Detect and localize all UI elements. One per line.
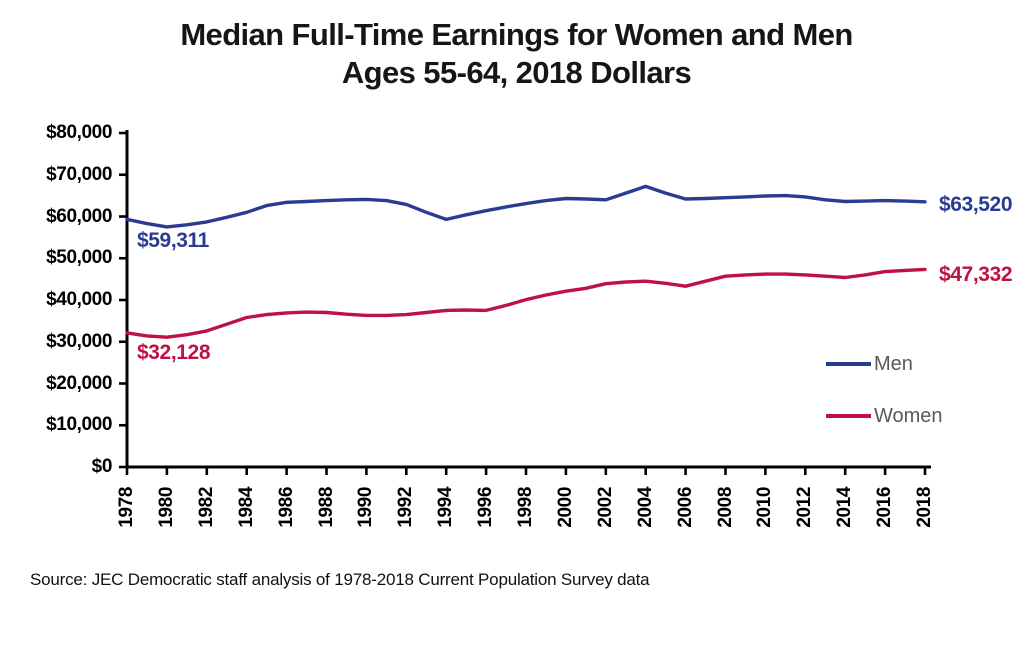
x-axis-tick-label: 2016 <box>874 487 896 528</box>
x-axis-tick-label: 1986 <box>275 487 297 528</box>
legend-label-women: Women <box>874 405 943 427</box>
women-line-swatch <box>826 414 871 418</box>
men-data-line <box>125 184 927 229</box>
y-axis-tick-label: $80,000 <box>46 122 112 143</box>
x-axis-tick-label: 1980 <box>155 487 177 528</box>
x-axis-tick-label: 1992 <box>395 487 417 528</box>
chart-title-line1: Median Full-Time Earnings for Women and … <box>180 17 853 52</box>
women-end-value-label: $47,332 <box>939 263 1013 286</box>
y-axis-tick-label: $70,000 <box>46 163 112 185</box>
x-axis-tick-label: 1990 <box>355 487 377 528</box>
x-axis-tick-label: 2002 <box>594 487 616 528</box>
y-axis-tick-label: $40,000 <box>46 289 112 310</box>
x-axis-tick-label: 1994 <box>435 487 457 528</box>
x-axis-tick-label: 1996 <box>475 487 497 528</box>
x-axis-tick-label: 2008 <box>714 487 736 528</box>
legend-label-men: Men <box>874 353 913 375</box>
x-axis-tick-label: 2014 <box>834 487 856 528</box>
x-axis-tick-label: 1978 <box>116 487 137 528</box>
y-axis-tick-label: $50,000 <box>46 247 112 269</box>
legend-item-women: Women <box>826 404 943 428</box>
y-axis-tick-label: $30,000 <box>46 330 112 352</box>
x-axis-tick-label: 1984 <box>235 487 257 528</box>
chart-title-line2: Ages 55-64, 2018 Dollars <box>341 55 692 90</box>
y-axis-tick-label: $0 <box>91 456 113 477</box>
x-axis-tick-label: 2000 <box>554 487 576 528</box>
y-axis-tick-label: $10,000 <box>46 414 112 436</box>
y-axis-tick-label: $20,000 <box>46 372 112 394</box>
men-end-value-label: $63,520 <box>939 193 1013 216</box>
x-axis-tick-label: 1982 <box>195 487 217 528</box>
y-axis-labels: $0 $10,000 $20,000 $30,000 $40,000 $50,000 $60… <box>0 0 112 649</box>
chart-title: Median Full-Time Earnings for Women and … <box>0 16 1033 92</box>
women-data-line <box>125 267 927 339</box>
legend-item-men: Men <box>826 352 913 376</box>
y-axis-tick-label: $60,000 <box>46 205 112 227</box>
x-axis-tick-label: 1998 <box>515 487 536 528</box>
x-axis-tick-label: 2004 <box>634 487 656 528</box>
source-note: Source: JEC Democratic staff analysis of… <box>30 570 650 589</box>
x-axis-tick-label: 2018 <box>914 487 935 528</box>
women-start-value-label: $32,128 <box>137 341 211 364</box>
men-start-value-label: $59,311 <box>137 229 209 252</box>
x-axis-tick-label: 2012 <box>794 487 816 528</box>
men-line-swatch <box>826 362 871 366</box>
x-axis-tick-label: 2006 <box>674 487 696 528</box>
x-axis-tick-label: 2010 <box>754 487 776 528</box>
x-axis-tick-label: 1988 <box>315 487 337 528</box>
